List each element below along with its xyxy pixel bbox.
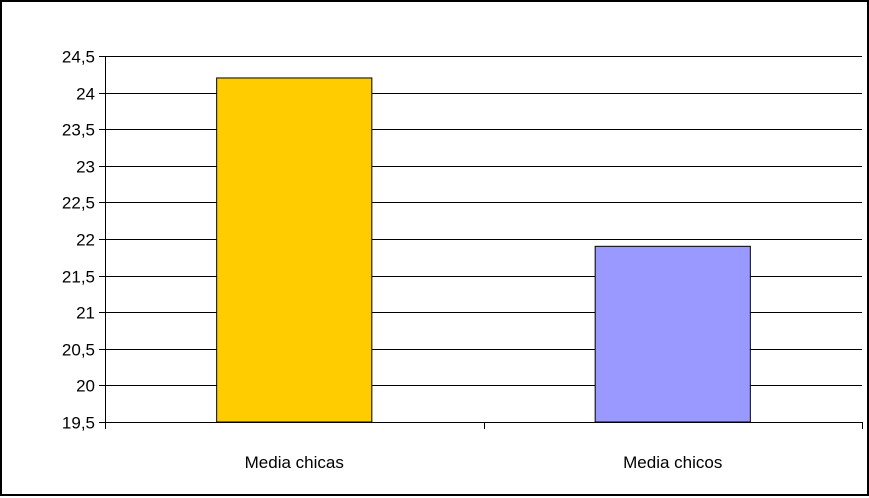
bars [216,77,751,423]
y-tick-label: 21,5 [62,268,95,287]
y-tick-labels: 19,5 20 20,5 21 21,5 22 22,5 23 23,5 24 24,5 [62,48,95,433]
bar [594,245,751,423]
y-tick-label: 24 [76,85,95,104]
x-category-labels: Media chicas Media chicos [245,453,723,472]
y-tick-label: 23 [76,158,95,177]
y-tick-label: 20,5 [62,341,95,360]
axes [99,56,863,429]
x-category-label: Media chicos [623,453,722,472]
bar [216,77,373,423]
y-tick-label: 19,5 [62,414,95,433]
y-tick-label: 22 [76,231,95,250]
y-tick-label: 22,5 [62,194,95,213]
x-category-label: Media chicas [245,453,344,472]
y-tick-label: 23,5 [62,121,95,140]
y-tick-label: 21 [76,304,95,323]
y-tick-label: 24,5 [62,48,95,67]
y-tick-label: 20 [76,377,95,396]
